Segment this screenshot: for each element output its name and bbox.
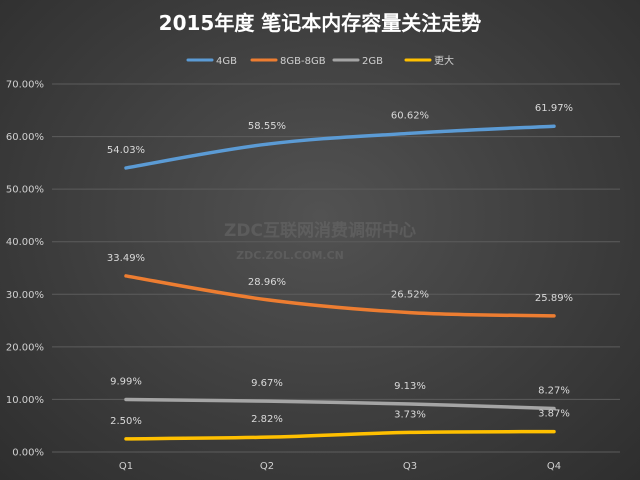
data-labels: 54.03% 58.55% 60.62% 61.97% 33.49% 28.96% 26.5… [107, 103, 573, 427]
legend-label: 更大 [434, 54, 454, 67]
data-point [265, 399, 269, 403]
series-line-4GB [124, 124, 556, 170]
y-tick-label: 0.00% [12, 448, 44, 459]
legend: 4GB 8GB-8GB 2GB 更大 [186, 54, 454, 67]
data-point [265, 435, 269, 439]
data-point [408, 311, 412, 315]
data-label: 33.49% [107, 253, 145, 264]
y-tick-label: 10.00% [6, 395, 44, 406]
x-axis: Q1 Q2 Q3 Q4 [119, 461, 561, 472]
data-label: 9.67% [251, 378, 283, 389]
data-point [265, 142, 269, 146]
data-label: 25.89% [535, 293, 573, 304]
data-label: 9.13% [394, 381, 426, 392]
data-point [124, 166, 128, 170]
data-point [408, 430, 412, 434]
watermark-title: ZDC互联网消费调研中心 [224, 220, 416, 241]
data-label: 28.96% [248, 277, 286, 288]
legend-label: 2GB [362, 56, 383, 67]
x-tick-label: Q4 [547, 461, 561, 472]
y-tick-label: 40.00% [6, 237, 44, 248]
x-tick-label: Q2 [260, 461, 274, 472]
x-tick-label: Q3 [403, 461, 417, 472]
data-point [408, 131, 412, 135]
data-label: 2.50% [110, 416, 142, 427]
series-line-更大 [124, 429, 556, 441]
series-line-2GB [124, 397, 556, 411]
data-point [552, 407, 556, 411]
data-point [552, 124, 556, 128]
data-label: 8.27% [538, 386, 570, 397]
data-point [124, 397, 128, 401]
chart-title: 2015年度 笔记本内存容量关注走势 [159, 11, 482, 35]
y-tick-label: 20.00% [6, 342, 44, 353]
y-axis: 0.00% 10.00% 20.00% 30.00% 40.00% 50.00% 60.00… [6, 80, 44, 459]
watermark: ZDC互联网消费调研中心 ZDC.ZOL.COM.CN [224, 220, 416, 262]
data-label: 60.62% [391, 110, 429, 121]
data-label: 26.52% [391, 290, 429, 301]
data-label: 9.99% [110, 376, 142, 387]
data-label: 3.73% [394, 409, 426, 420]
y-tick-label: 50.00% [6, 185, 44, 196]
y-tick-label: 30.00% [6, 290, 44, 301]
data-label: 61.97% [535, 103, 573, 114]
data-point [408, 402, 412, 406]
legend-label: 4GB [216, 56, 237, 67]
data-point [552, 430, 556, 434]
watermark-url: ZDC.ZOL.COM.CN [236, 249, 344, 262]
data-label: 3.87% [538, 409, 570, 420]
data-point [124, 274, 128, 278]
x-tick-label: Q1 [119, 461, 133, 472]
data-label: 2.82% [251, 414, 283, 425]
data-point [124, 437, 128, 441]
y-tick-label: 60.00% [6, 132, 44, 143]
data-point [552, 314, 556, 318]
series-line-8GB-8GB [124, 274, 556, 318]
data-label: 58.55% [248, 121, 286, 132]
data-point [265, 298, 269, 302]
y-tick-label: 70.00% [6, 80, 44, 91]
legend-label: 8GB-8GB [280, 56, 326, 67]
data-label: 54.03% [107, 145, 145, 156]
series-group [124, 124, 556, 441]
